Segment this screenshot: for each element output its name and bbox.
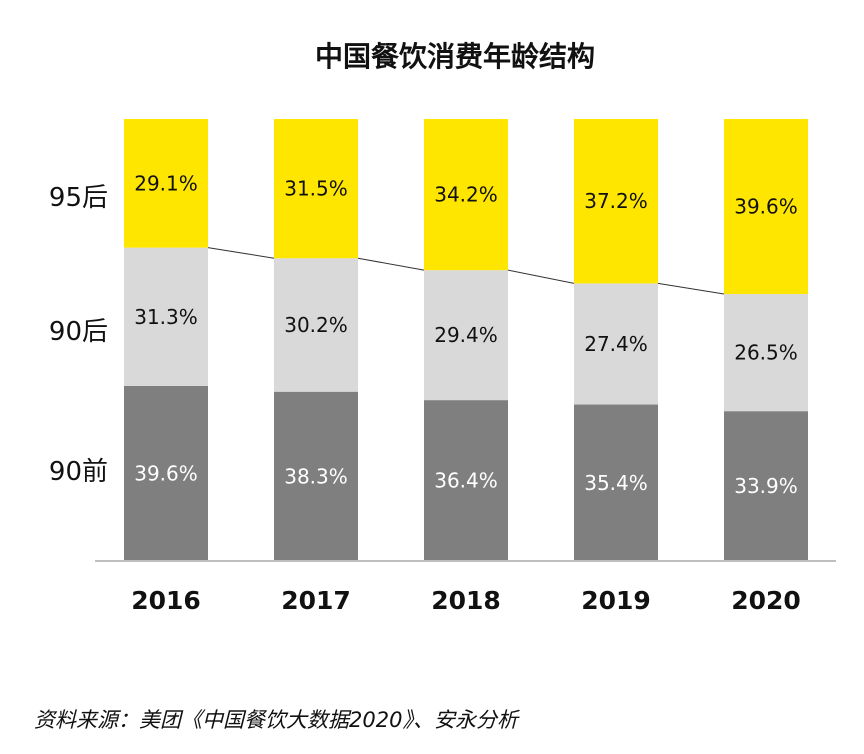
data-label-2020-s2: 39.6% [734,195,798,219]
bar-segment-2020-s0 [724,411,808,561]
bars-layer [124,119,808,561]
bar-segment-2016-s0 [124,385,208,561]
connector-line-2 [507,269,575,284]
connector-layer [207,247,725,295]
data-label-2019-s2: 37.2% [584,189,648,213]
row-label-90hou: 90后 [49,317,108,347]
x-tick-label-2018: 2018 [431,586,501,615]
bar-segment-2018-s2 [424,119,508,271]
bar-segment-2019-s0 [574,404,658,561]
x-tick-label-2019: 2019 [581,586,651,615]
row-label-90qian: 90前 [49,457,108,487]
data-label-2016-s0: 39.6% [134,461,198,485]
data-labels-layer: 39.6% 31.3% 29.1% 38.3% 30.2% 31.5% 36.4% 29.4%… [134,171,798,498]
bar-segment-2017-s0 [274,391,358,561]
data-label-2019-s1: 27.4% [584,332,648,356]
source-note: 资料来源：美团《中国餐饮大数据2020》、安永分析 [34,708,520,732]
bar-segment-2017-s1 [274,258,358,392]
row-label-95hou: 95后 [49,183,108,213]
x-tick-label-2020: 2020 [731,586,801,615]
data-label-2016-s2: 29.1% [134,171,198,195]
data-label-2019-s0: 35.4% [584,471,648,495]
data-label-2020-s1: 26.5% [734,341,798,365]
bar-segment-2020-s2 [724,119,808,295]
bar-segment-2017-s2 [274,119,358,259]
bar-segment-2016-s1 [124,247,208,386]
data-label-2017-s1: 30.2% [284,313,348,337]
connector-line-3 [657,282,725,295]
data-label-2020-s0: 33.9% [734,474,798,498]
x-tick-label-2016: 2016 [131,586,201,615]
data-label-2016-s1: 31.3% [134,305,198,329]
data-label-2018-s1: 29.4% [434,323,498,347]
bar-segment-2018-s0 [424,400,508,561]
bar-segment-2019-s1 [574,283,658,405]
data-label-2018-s2: 34.2% [434,183,498,207]
bar-segment-2018-s1 [424,270,508,401]
x-tick-labels: 2016 2017 2018 2019 2020 [131,586,801,615]
bar-segment-2019-s2 [574,119,658,284]
data-label-2017-s0: 38.3% [284,464,348,488]
connector-line-0 [207,247,275,259]
data-label-2017-s2: 31.5% [284,177,348,201]
connector-line-1 [357,257,425,271]
x-tick-label-2017: 2017 [281,586,351,615]
data-label-2018-s0: 36.4% [434,469,498,493]
chart-title: 中国餐饮消费年龄结构 [315,40,595,73]
bar-segment-2020-s1 [724,294,808,412]
bar-segment-2016-s2 [124,119,208,248]
